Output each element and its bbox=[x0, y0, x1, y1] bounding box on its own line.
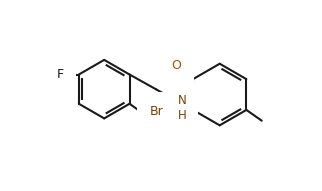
Text: N
H: N H bbox=[178, 94, 187, 122]
Text: O: O bbox=[171, 59, 181, 72]
Text: F: F bbox=[57, 68, 64, 81]
Text: Br: Br bbox=[149, 105, 163, 118]
